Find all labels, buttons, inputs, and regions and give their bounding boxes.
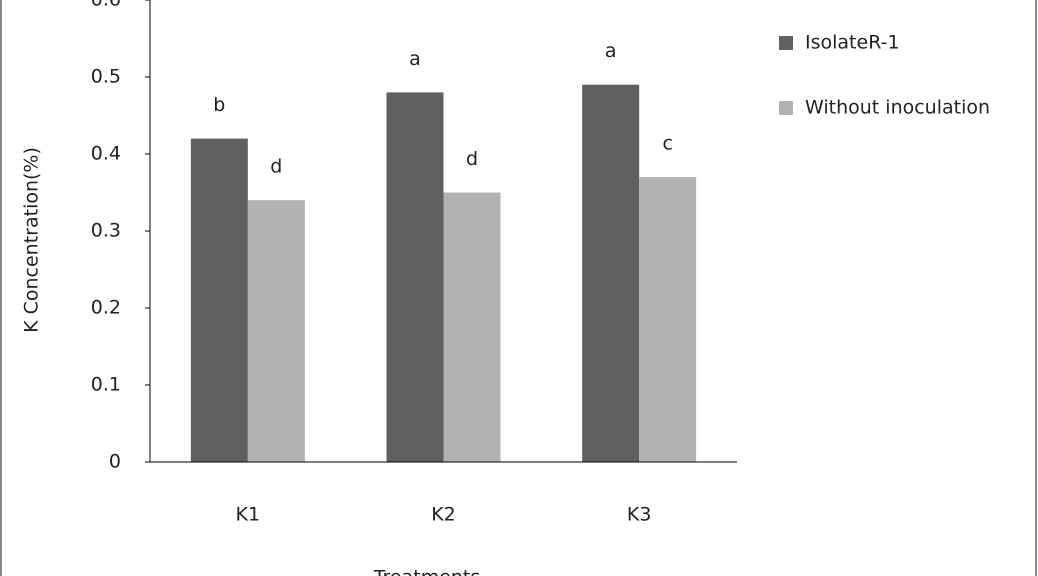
significance-letter: a [409,48,421,70]
bar [190,138,248,462]
legend-swatch [779,101,793,115]
bar [247,200,305,462]
x-axis-label: Treatments [373,567,481,576]
significance-letter: d [466,148,478,170]
significance-letter: d [270,156,282,178]
y-tick-label: 0.1 [91,374,121,396]
significance-letter: b [213,94,225,116]
y-tick-label: 0 [109,451,121,473]
y-tick-label: 0.2 [91,297,121,319]
significance-letter: c [662,133,672,155]
legend-swatch [779,36,793,50]
bar [443,192,501,462]
bar [639,177,697,462]
significance-letter: a [605,40,617,62]
y-tick-label: 0.3 [91,220,121,242]
x-tick-label: K3 [627,504,652,526]
y-axis-label: K Concentration(%) [21,147,43,333]
legend-label: IsolateR-1 [805,32,900,54]
x-tick-label: K1 [236,504,261,526]
bar [582,84,640,462]
y-tick-label: 0.4 [91,143,121,165]
bar [386,92,444,463]
legend-label: Without inoculation [805,97,990,119]
y-tick-label: 0.5 [91,66,121,88]
y-tick-label: 0.6 [91,0,121,11]
x-tick-label: K2 [431,504,456,526]
